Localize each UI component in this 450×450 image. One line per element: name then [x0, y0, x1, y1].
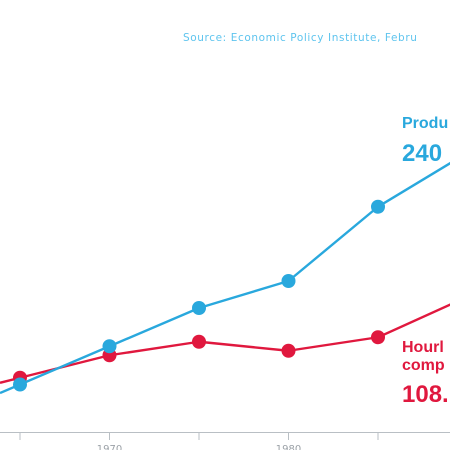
compensation-end-value: 108.	[402, 381, 449, 408]
chart-source-note: Source: Economic Policy Institute, Febru	[183, 32, 418, 44]
x-axis: 1970 1980	[0, 432, 450, 450]
productivity-point	[281, 274, 296, 288]
compensation-point	[281, 343, 296, 358]
compensation-line	[0, 303, 450, 384]
compensation-point	[371, 330, 385, 345]
compensation-series-name-line2: comp	[402, 357, 445, 374]
compensation-point	[192, 334, 206, 349]
productivity-line	[0, 161, 450, 395]
x-tick-label: 1970	[97, 444, 122, 450]
productivity-point	[13, 377, 27, 392]
productivity-point	[371, 199, 385, 214]
productivity-series-name: Produ	[402, 115, 448, 132]
productivity-point	[192, 301, 206, 315]
productivity-end-value: 240	[402, 140, 442, 167]
productivity-point	[102, 339, 117, 354]
x-tick-label: 1980	[276, 444, 301, 450]
series-labels: Produ 240 Hourl comp 108.	[402, 115, 449, 408]
compensation-series-name: Hourl	[402, 339, 444, 356]
series-layer	[0, 161, 450, 395]
